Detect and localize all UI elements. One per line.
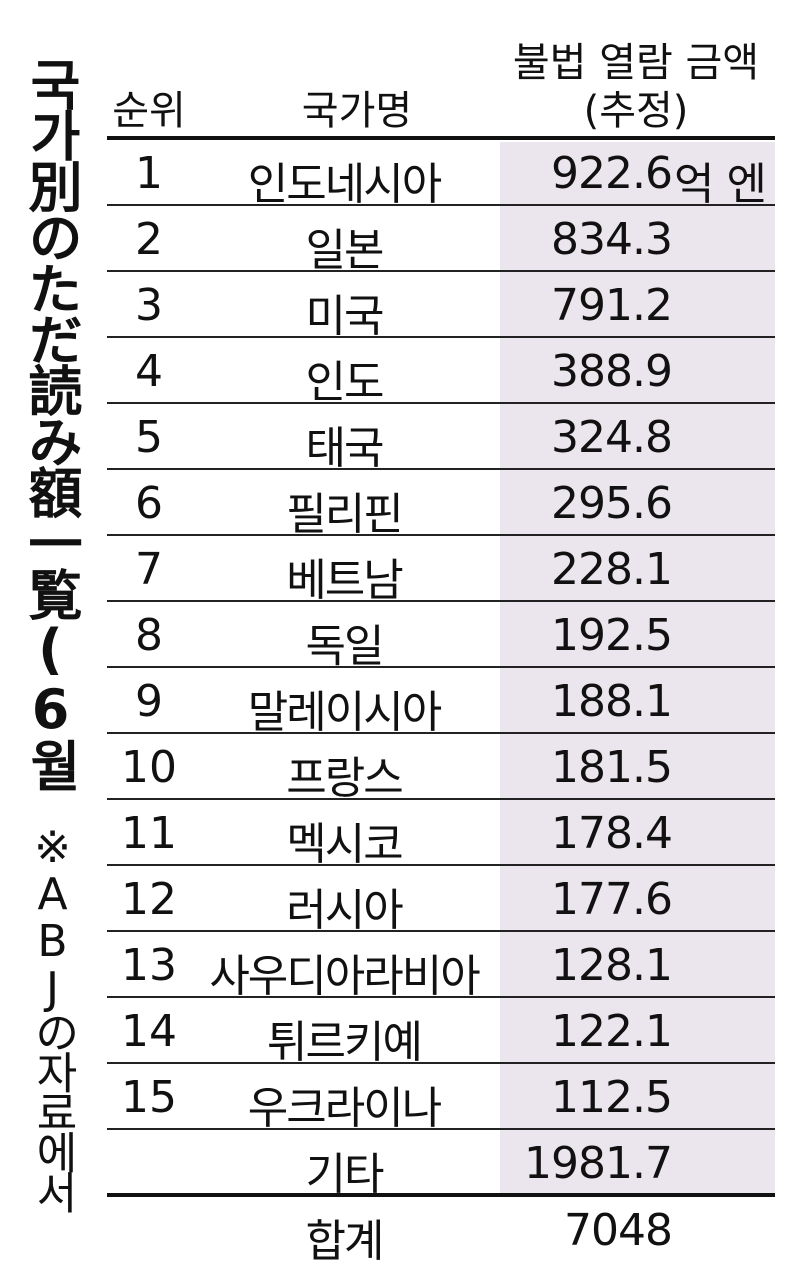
table-row: 15 우크라이나 112.5 xyxy=(107,1064,775,1134)
total-divider xyxy=(107,1193,775,1197)
rank-cell: 5 xyxy=(135,412,163,463)
country-cell: 기타 xyxy=(305,1149,385,1200)
amount-cell: 177.6 xyxy=(551,874,673,925)
rank-cell: 12 xyxy=(121,874,177,925)
table-row: 14 튀르키예 122.1 xyxy=(107,998,775,1068)
table-row: 10 프랑스 181.5 xyxy=(107,734,775,804)
country-cell: 러시아 xyxy=(286,885,403,936)
amount-cell: 188.1 xyxy=(551,676,673,727)
rank-cell: 6 xyxy=(135,478,163,529)
amount-cell: 388.9 xyxy=(551,346,673,397)
rank-cell: 14 xyxy=(121,1006,177,1057)
total-value: 7048 xyxy=(564,1205,673,1256)
country-cell: 태국 xyxy=(305,423,385,474)
table-row: 4 인도 388.9 xyxy=(107,338,775,408)
amount-cell: 181.5 xyxy=(551,742,673,793)
table-row: 5 태국 324.8 xyxy=(107,404,775,474)
table-row: 기타 1981.7 xyxy=(107,1130,775,1200)
table-header: 순위 국가명 불법 열람 금액 (추정) xyxy=(107,0,775,136)
country-cell: 사우디아라비아 xyxy=(209,951,480,1002)
amount-cell: 192.5 xyxy=(551,610,673,661)
country-cell: 베트남 xyxy=(286,555,403,606)
table-row: 13 사우디아라비아 128.1 xyxy=(107,932,775,1002)
amount-cell: 1981.7 xyxy=(524,1138,673,1189)
table-row: 8 독일 192.5 xyxy=(107,602,775,672)
table-row: 6 필리핀 295.6 xyxy=(107,470,775,540)
unit-label: 억 엔 xyxy=(674,159,767,210)
rank-cell: 1 xyxy=(135,148,163,199)
amount-cell: 324.8 xyxy=(551,412,673,463)
country-cell: 일본 xyxy=(305,225,385,276)
table-row: 11 멕시코 178.4 xyxy=(107,800,775,870)
amount-cell: 112.5 xyxy=(551,1072,673,1123)
amount-cell: 834.3 xyxy=(551,214,673,265)
amount-cell: 128.1 xyxy=(551,940,673,991)
rank-cell: 3 xyxy=(135,280,163,331)
table-row: 1 인도네시아 922.6 억 엔 xyxy=(107,140,775,210)
amount-cell: 228.1 xyxy=(551,544,673,595)
total-label: 합계 xyxy=(305,1216,385,1267)
country-cell: 우크라이나 xyxy=(247,1083,442,1134)
country-cell: 인도네시아 xyxy=(247,159,442,210)
rank-cell: 10 xyxy=(121,742,177,793)
rank-cell: 9 xyxy=(135,676,163,727)
rank-cell: 2 xyxy=(135,214,163,265)
source-note: ※ABJの자료에서 xyxy=(27,822,78,1210)
table-row: 12 러시아 177.6 xyxy=(107,866,775,936)
country-cell: 필리핀 xyxy=(286,489,403,540)
value-column-shade xyxy=(500,142,775,1195)
rank-cell: 7 xyxy=(135,544,163,595)
table-row: 3 미국 791.2 xyxy=(107,272,775,342)
country-cell: 말레이시아 xyxy=(247,687,442,738)
rank-cell: 8 xyxy=(135,610,163,661)
amount-cell: 922.6 xyxy=(551,148,673,199)
table-row: 2 일본 834.3 xyxy=(107,206,775,276)
country-cell: 미국 xyxy=(305,291,385,342)
total-row: 합계 7048 xyxy=(107,1197,775,1267)
table-row: 9 말레이시아 188.1 xyxy=(107,668,775,738)
amount-cell: 791.2 xyxy=(551,280,673,331)
country-cell: 멕시코 xyxy=(286,819,403,870)
rank-cell: 15 xyxy=(121,1072,177,1123)
header-country: 국가명 xyxy=(301,88,413,134)
amount-cell: 178.4 xyxy=(551,808,673,859)
rank-cell: 13 xyxy=(121,940,177,991)
country-cell: 인도 xyxy=(305,357,385,408)
amount-cell: 122.1 xyxy=(551,1006,673,1057)
amount-cell: 295.6 xyxy=(551,478,673,529)
header-amount: 불법 열람 금액 xyxy=(512,40,760,86)
header-rank: 순위 xyxy=(112,88,186,134)
table-row: 7 베트남 228.1 xyxy=(107,536,775,606)
rank-cell: 4 xyxy=(135,346,163,397)
header-divider xyxy=(107,136,775,140)
country-cell: 독일 xyxy=(305,621,385,672)
country-cell: 튀르키예 xyxy=(267,1017,423,1068)
vertical-title: 국가別のただ読み額一覧(6월分) xyxy=(19,57,82,789)
header-amount-note: (추정) xyxy=(583,88,689,134)
rank-cell: 11 xyxy=(121,808,177,859)
country-cell: 프랑스 xyxy=(286,753,403,804)
